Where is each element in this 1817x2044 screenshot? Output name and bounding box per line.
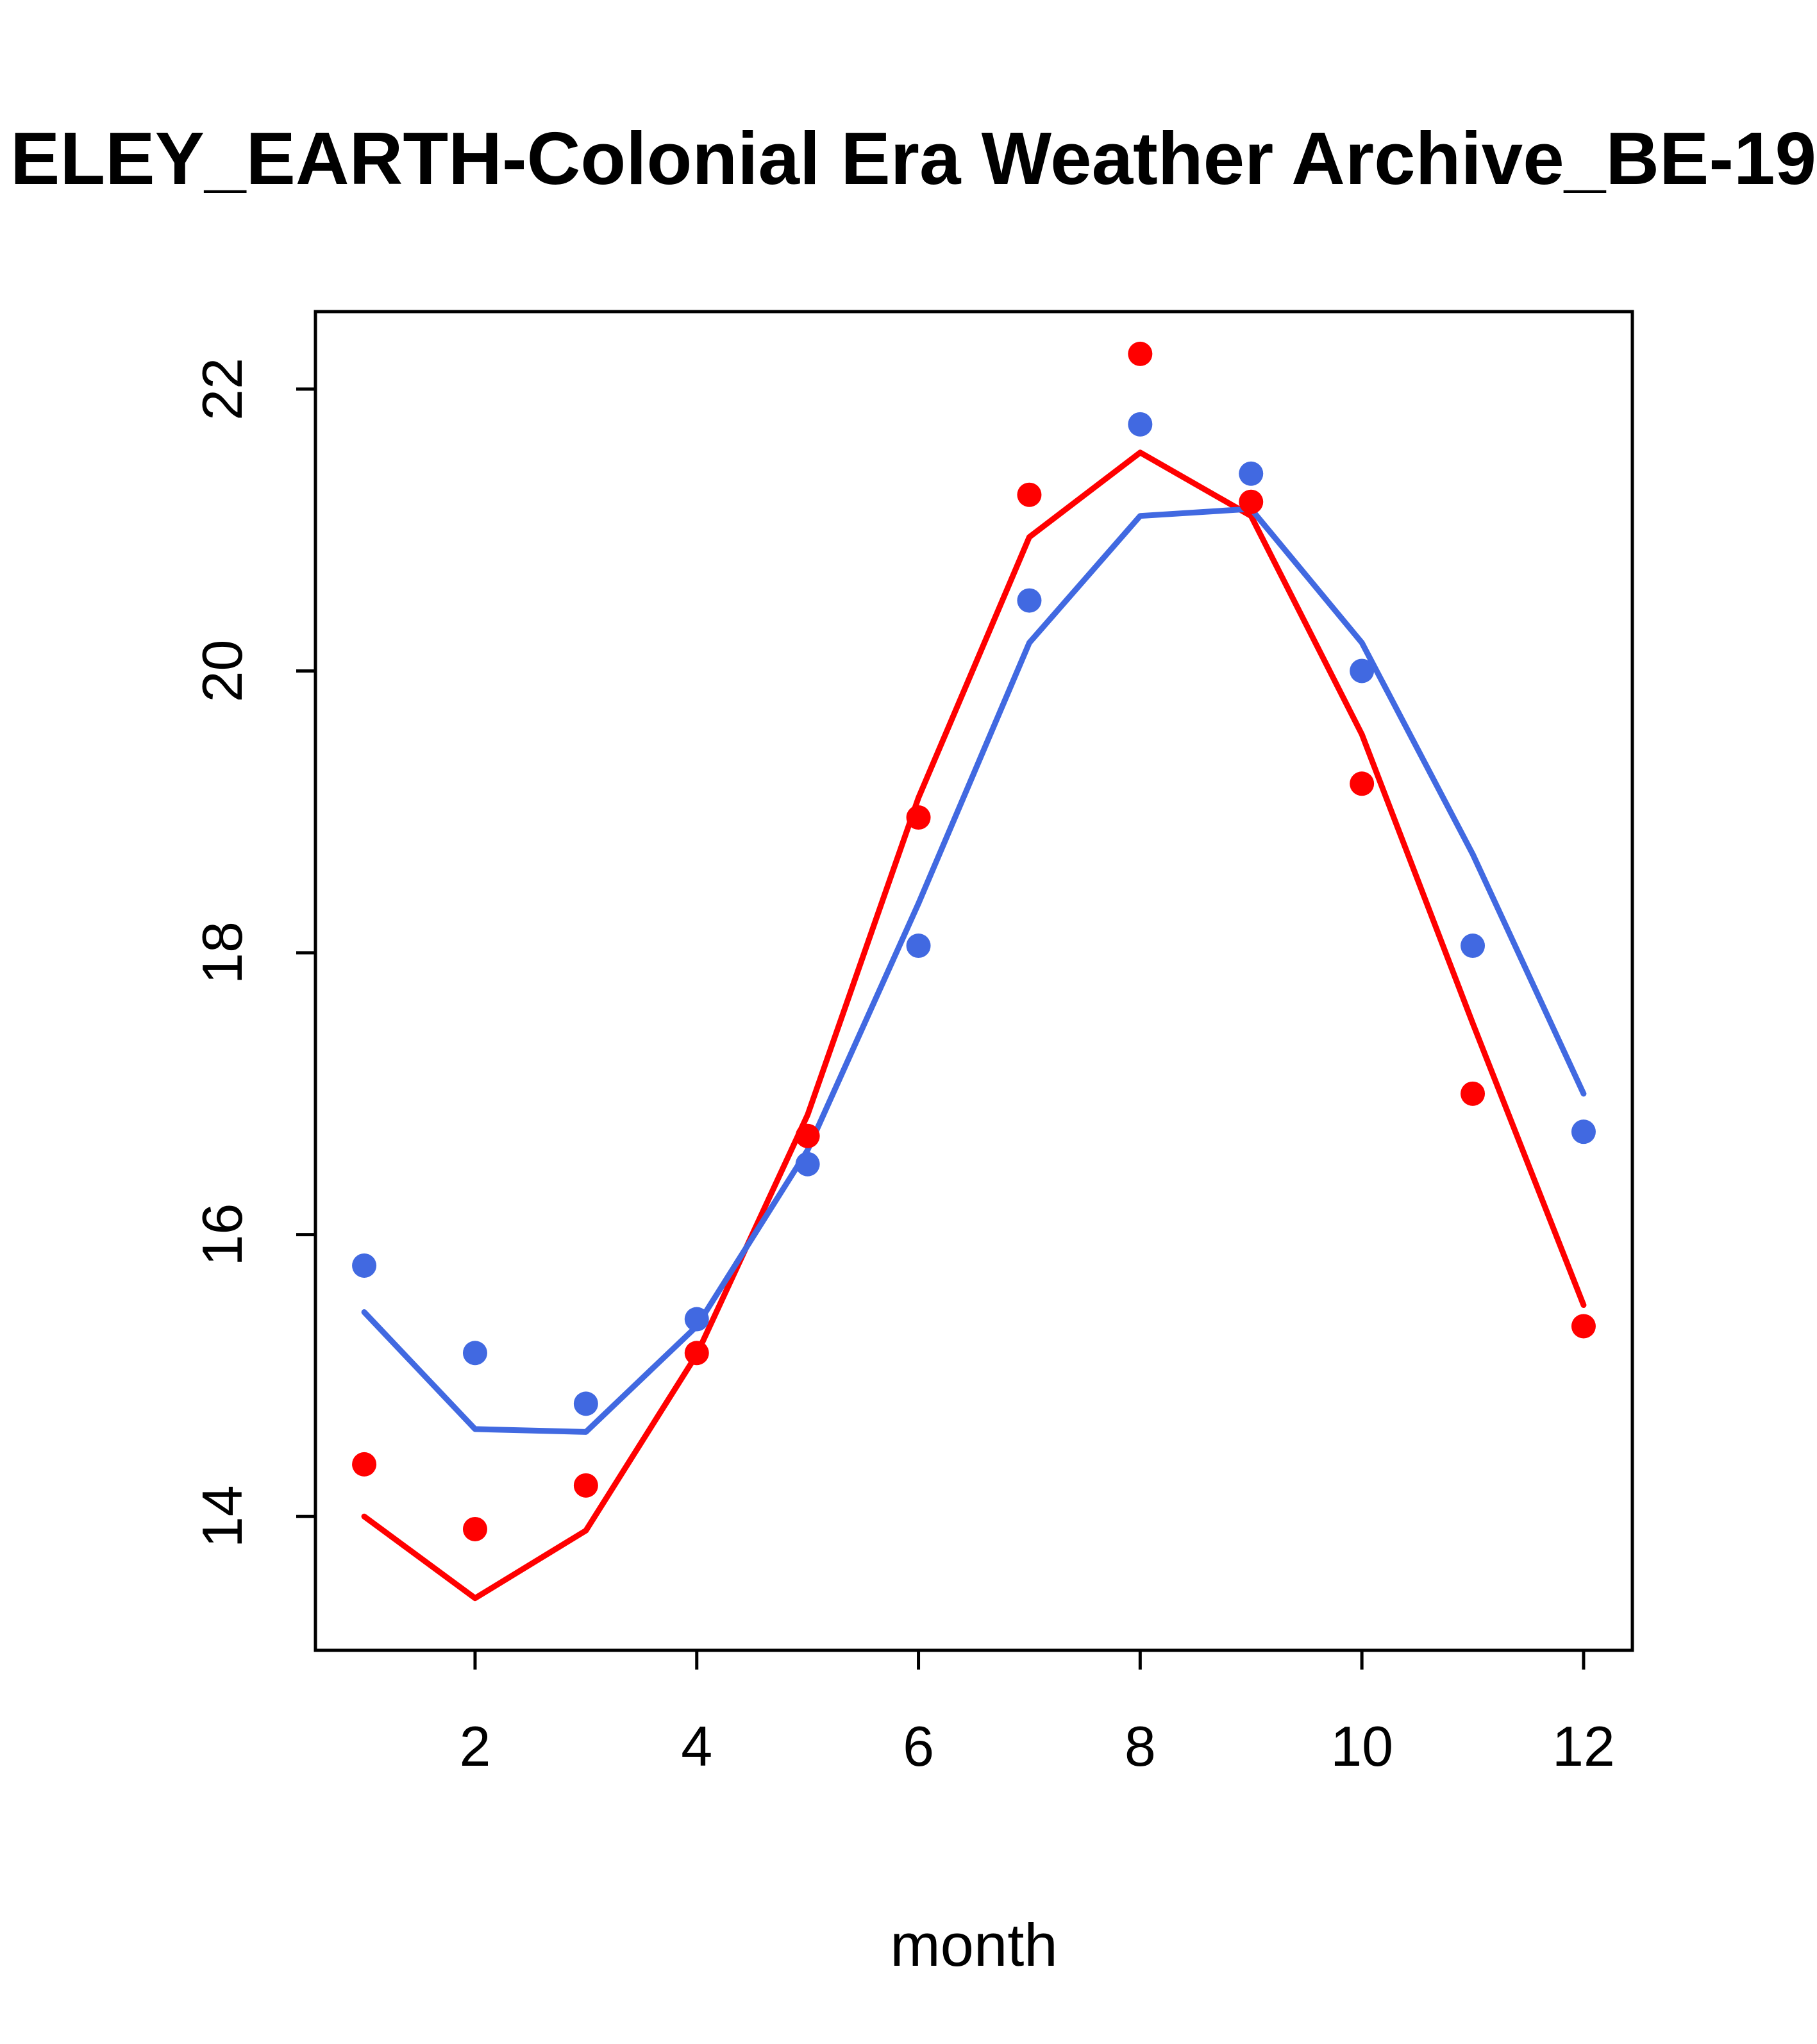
x-axis-label: month xyxy=(890,1911,1057,1979)
red-monthly-points-marker xyxy=(462,1516,487,1541)
blue-monthly-points-marker xyxy=(1239,461,1264,486)
red-monthly-points-marker xyxy=(1571,1314,1596,1339)
blue-monthly-points-marker xyxy=(1128,412,1153,437)
red-monthly-points-marker xyxy=(573,1473,598,1498)
blue-monthly-points-marker xyxy=(1350,658,1375,683)
red-monthly-points-marker xyxy=(1017,482,1042,507)
plot-box xyxy=(314,310,1634,1652)
red-monthly-points-marker xyxy=(1461,1081,1486,1106)
x-tick-label: 12 xyxy=(1552,1714,1615,1778)
x-tick-label: 2 xyxy=(459,1714,490,1778)
blue-monthly-points-marker xyxy=(1017,588,1042,613)
blue-monthly-points-marker xyxy=(352,1253,377,1278)
blue-monthly-points-marker xyxy=(1461,934,1486,959)
blue-monthly-points-marker xyxy=(684,1307,709,1332)
red-monthly-points-marker xyxy=(1128,341,1153,366)
blue-monthly-points-marker xyxy=(795,1152,820,1177)
x-tick-label: 6 xyxy=(903,1714,934,1778)
blue-monthly-points-marker xyxy=(906,934,931,959)
y-tick-label: 18 xyxy=(190,921,254,984)
x-tick-label: 10 xyxy=(1330,1714,1393,1778)
red-monthly-points-marker xyxy=(684,1341,709,1366)
x-tick-label: 4 xyxy=(681,1714,712,1778)
y-tick-label: 22 xyxy=(190,358,254,421)
red-monthly-points-marker xyxy=(352,1452,377,1477)
blue-monthly-points-marker xyxy=(573,1391,598,1416)
blue-monthly-points-marker xyxy=(462,1341,487,1366)
red-monthly-points-marker xyxy=(1350,771,1375,796)
y-tick-label: 14 xyxy=(190,1485,254,1548)
chart-title: ELEY_EARTH-Colonial Era Weather Archive_… xyxy=(10,117,1817,200)
red-trend-line xyxy=(361,449,1587,1602)
red-monthly-points-marker xyxy=(1239,489,1264,514)
y-tick-label: 16 xyxy=(190,1203,254,1266)
y-tick-label: 20 xyxy=(190,640,254,703)
blue-monthly-points-marker xyxy=(1571,1119,1596,1144)
red-monthly-points-marker xyxy=(906,805,931,830)
x-tick-label: 8 xyxy=(1125,1714,1156,1778)
blue-trend-line xyxy=(361,506,1587,1435)
red-monthly-points-marker xyxy=(795,1123,820,1148)
